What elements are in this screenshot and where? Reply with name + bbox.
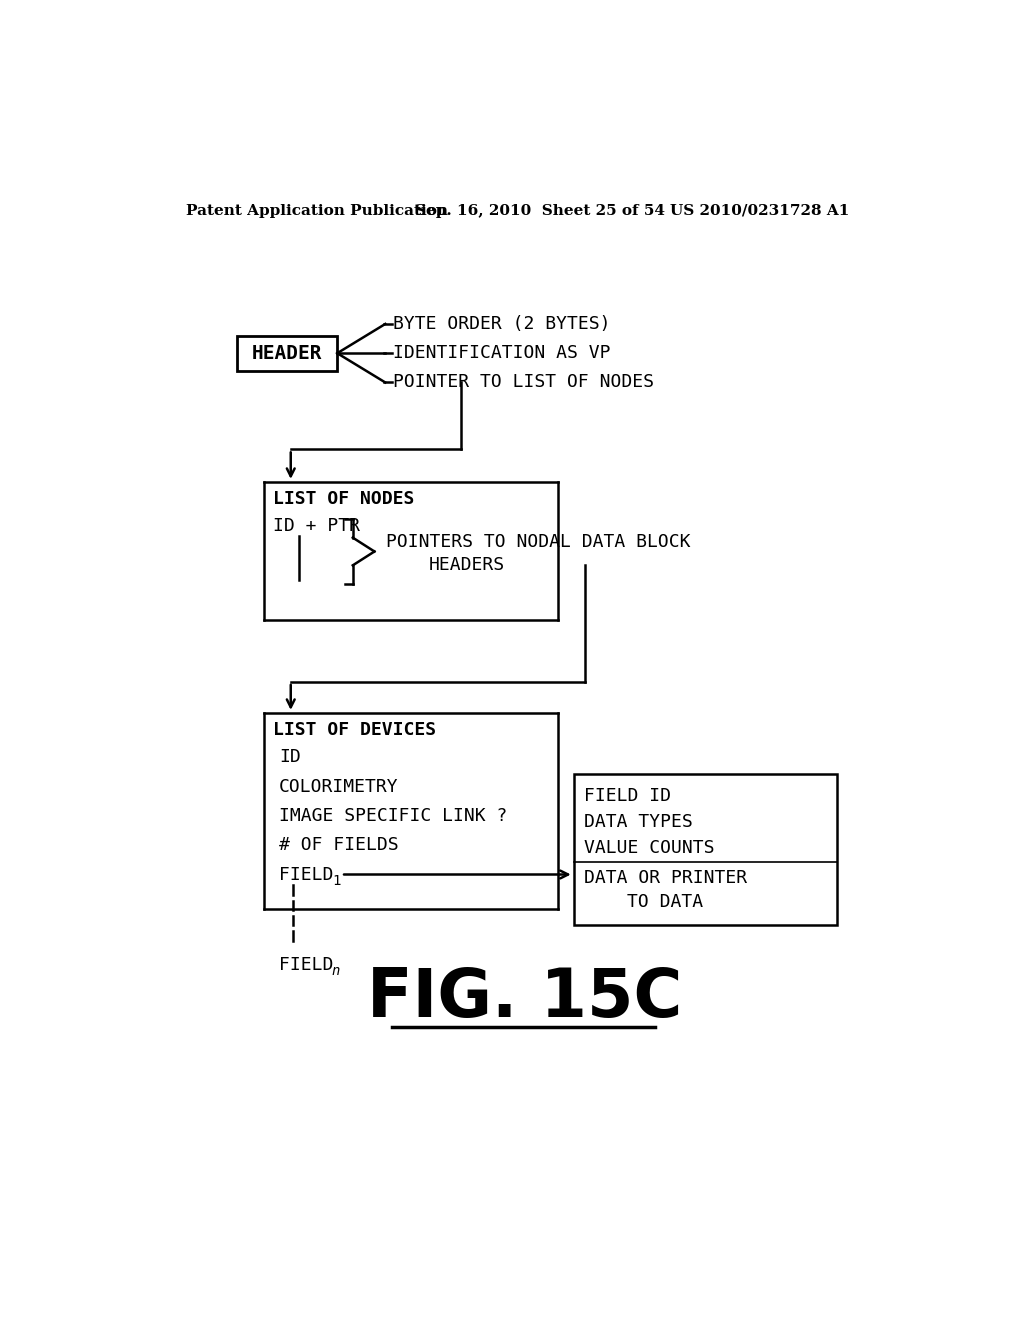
Text: COLORIMETRY: COLORIMETRY [280, 777, 398, 796]
Text: Patent Application Publication: Patent Application Publication [186, 203, 449, 218]
Text: VALUE COUNTS: VALUE COUNTS [585, 840, 715, 857]
Text: US 2010/0231728 A1: US 2010/0231728 A1 [671, 203, 850, 218]
Text: FIELD ID: FIELD ID [585, 787, 672, 805]
Text: BYTE ORDER (2 BYTES): BYTE ORDER (2 BYTES) [393, 315, 610, 333]
Text: ID + PTR: ID + PTR [273, 517, 359, 536]
Text: HEADER: HEADER [252, 343, 323, 363]
Text: IDENTIFICATION AS VP: IDENTIFICATION AS VP [393, 345, 610, 362]
Text: TO DATA: TO DATA [627, 894, 703, 911]
Text: POINTER TO LIST OF NODES: POINTER TO LIST OF NODES [393, 374, 654, 392]
Bar [573, 775, 838, 924]
Text: LIST OF NODES: LIST OF NODES [273, 490, 415, 508]
Text: # OF FIELDS: # OF FIELDS [280, 837, 398, 854]
Text: IMAGE SPECIFIC LINK ?: IMAGE SPECIFIC LINK ? [280, 807, 508, 825]
Text: ID: ID [280, 748, 301, 767]
Text: Sep. 16, 2010  Sheet 25 of 54: Sep. 16, 2010 Sheet 25 of 54 [415, 203, 665, 218]
Text: FIELD: FIELD [280, 866, 334, 883]
Text: POINTERS TO NODAL DATA BLOCK: POINTERS TO NODAL DATA BLOCK [386, 533, 690, 552]
Text: n: n [332, 964, 340, 978]
Bar [237, 335, 337, 371]
Text: DATA OR PRINTER: DATA OR PRINTER [585, 869, 748, 887]
Text: FIG. 15C: FIG. 15C [368, 965, 682, 1031]
Text: DATA TYPES: DATA TYPES [585, 813, 693, 832]
Text: 1: 1 [332, 874, 340, 887]
Text: HEADERS: HEADERS [429, 556, 505, 574]
Text: LIST OF DEVICES: LIST OF DEVICES [273, 721, 436, 739]
Text: FIELD: FIELD [280, 957, 334, 974]
